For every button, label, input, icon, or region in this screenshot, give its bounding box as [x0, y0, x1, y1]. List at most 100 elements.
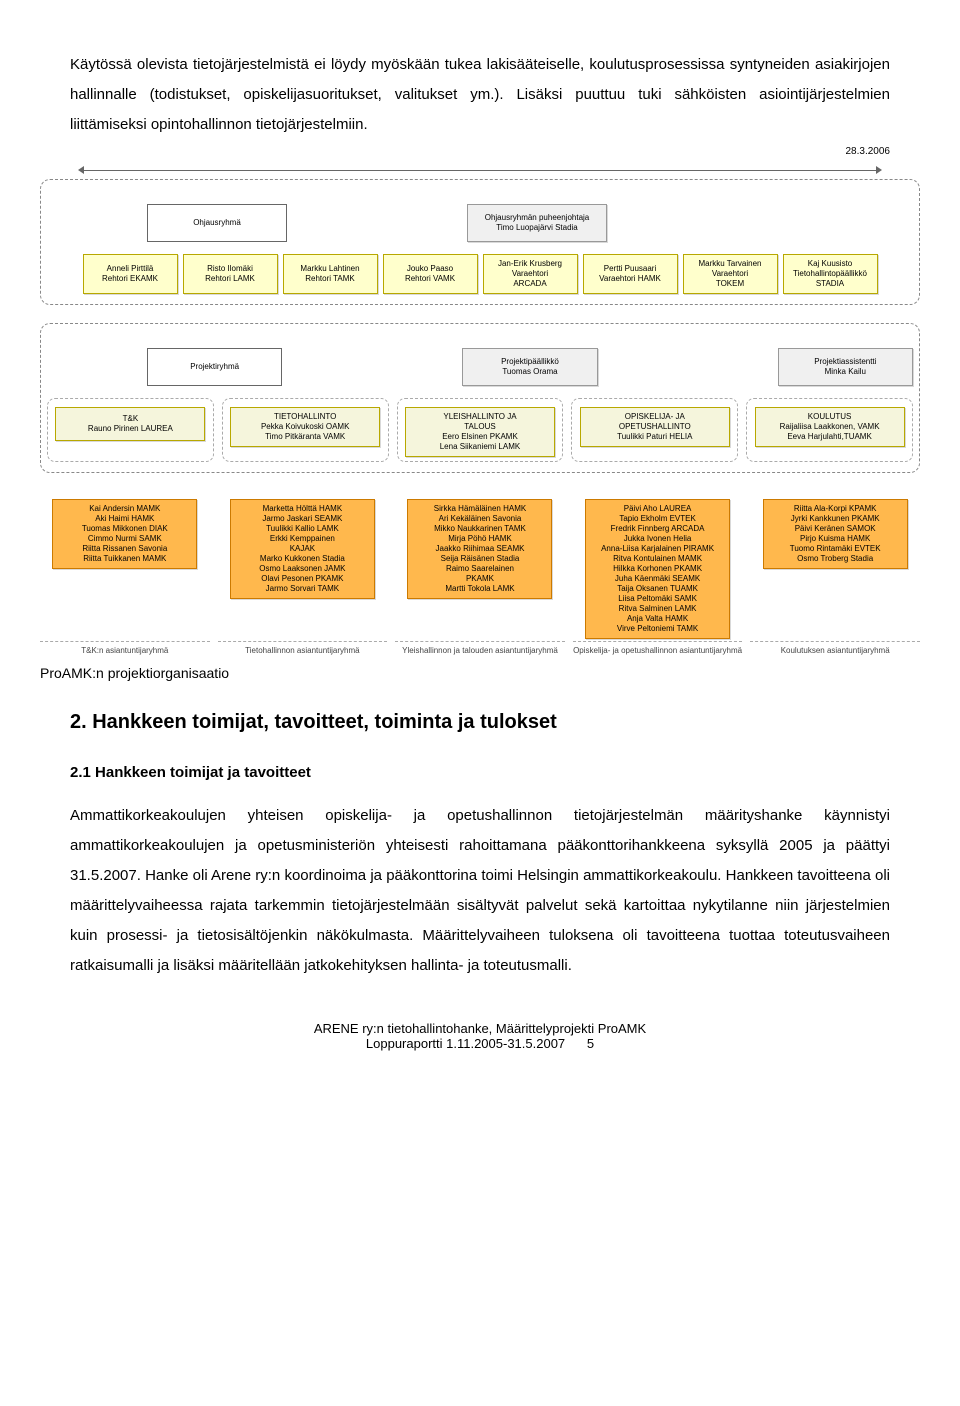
expert-line: Jyrki Kankkunen PKAMK: [767, 514, 904, 524]
steering-line: STADIA: [787, 279, 874, 289]
expert-line: Seija Räisänen Stadia: [411, 554, 548, 564]
expert-line: Tuomo Rintamäki EVTEK: [767, 544, 904, 554]
steering-line: Markku Tarvainen: [687, 259, 774, 269]
expert-line: Ritva Salminen LAMK: [589, 604, 726, 614]
steering-line: ARCADA: [487, 279, 574, 289]
steering-line: Rehtori TAMK: [287, 274, 374, 284]
expert-box: Sirkka Hämäläinen HAMKAri Kekäläinen Sav…: [407, 499, 552, 599]
expert-line: Osmo Laaksonen JAMK: [234, 564, 371, 574]
subgroup-col: KOULUTUSRaijaliisa Laakkonen, VAMKEeva H…: [746, 398, 913, 462]
expert-row: Kai Andersin MAMKAki Haimi HAMKTuomas Mi…: [40, 491, 920, 643]
expert-line: KAJAK: [234, 544, 371, 554]
steering-line: Varaehtori HAMK: [587, 274, 674, 284]
subgroup-row: T&KRauno Pirinen LAUREA TIETOHALLINTOPekk…: [47, 398, 913, 462]
expert-line: Kai Andersin MAMK: [56, 504, 193, 514]
expert-box: Kai Andersin MAMKAki Haimi HAMKTuomas Mi…: [52, 499, 197, 569]
steering-line: Rehtori LAMK: [187, 274, 274, 284]
expert-line: Jarmo Sorvari TAMK: [234, 584, 371, 594]
expert-line: Riitta Ala-Korpi KPAMK: [767, 504, 904, 514]
expert-box: Marketta Hölttä HAMKJarmo Jaskari SEAMKT…: [230, 499, 375, 599]
pm-l2: Tuomas Orama: [466, 367, 593, 377]
expert-col: Sirkka Hämäläinen HAMKAri Kekäläinen Sav…: [395, 491, 565, 643]
section-2-1-title: 2.1 Hankkeen toimijat ja tavoitteet: [70, 764, 890, 781]
subgroup-line: TALOUS: [409, 422, 551, 432]
subgroup-col: TIETOHALLINTOPekka Koivukoski OAMKTimo P…: [222, 398, 389, 462]
steering-node: Markku LahtinenRehtori TAMK: [283, 254, 378, 294]
ohjausryhma-label-box: Ohjausryhmä: [147, 204, 287, 242]
expert-line: Marko Kukkonen Stadia: [234, 554, 371, 564]
expert-line: Taija Oksanen TUAMK: [589, 584, 726, 594]
expert-line: Ritva Kontulainen MAMK: [589, 554, 726, 564]
subgroup-line: TIETOHALLINTO: [234, 412, 376, 422]
steering-line: Rehtori EKAMK: [87, 274, 174, 284]
steering-line: Anneli Pirttilä: [87, 264, 174, 274]
expert-line: PKAMK: [411, 574, 548, 584]
project-group: Projektiryhmä Projektipäällikkö Tuomas O…: [40, 323, 920, 473]
expert-line: Virve Peltoniemi TAMK: [589, 624, 726, 634]
expert-group-label: Opiskelija- ja opetushallinnon asiantunt…: [573, 641, 743, 655]
subgroup-line: Pekka Koivukoski OAMK: [234, 422, 376, 432]
expert-group-label: Koulutuksen asiantuntijaryhmä: [750, 641, 920, 655]
pm-node: Projektipäällikkö Tuomas Orama: [462, 348, 597, 386]
ohjausryhma-label: Ohjausryhmä: [151, 218, 283, 228]
pa-node: Projektiassistentti Minka Kailu: [778, 348, 913, 386]
expert-line: Olavi Pesonen PKAMK: [234, 574, 371, 584]
expert-group-label: T&K:n asiantuntijaryhmä: [40, 641, 210, 655]
pa-l1: Projektiassistentti: [782, 357, 909, 367]
subgroup-head: TIETOHALLINTOPekka Koivukoski OAMKTimo P…: [230, 407, 380, 447]
steering-line: Tietohallintopäällikkö: [787, 269, 874, 279]
steering-node: Markku TarvainenVaraehtoriTOKEM: [683, 254, 778, 294]
expert-line: Päivi Aho LAUREA: [589, 504, 726, 514]
steering-line: Risto Ilomäki: [187, 264, 274, 274]
steering-line: Markku Lahtinen: [287, 264, 374, 274]
expert-line: Mirja Pöhö HAMK: [411, 534, 548, 544]
steering-group: Ohjausryhmä Ohjausryhmän puheenjohtaja T…: [40, 179, 920, 305]
subgroup-line: T&K: [59, 414, 201, 424]
expert-line: Tuulikki Kallio LAMK: [234, 524, 371, 534]
footer-page: 5: [587, 1036, 594, 1051]
projektiryhma-label: Projektiryhmä: [151, 362, 278, 372]
expert-col: Kai Andersin MAMKAki Haimi HAMKTuomas Mi…: [40, 491, 210, 643]
steering-line: Varaehtori: [687, 269, 774, 279]
expert-line: Tuomas Mikkonen DIAK: [56, 524, 193, 534]
expert-line: Tapio Ekholm EVTEK: [589, 514, 726, 524]
subgroup-line: Eeva Harjulahti,TUAMK: [759, 432, 901, 442]
expert-line: Liisa Peltomäki SAMK: [589, 594, 726, 604]
subgroup-line: Timo Pitkäranta VAMK: [234, 432, 376, 442]
subgroup-line: KOULUTUS: [759, 412, 901, 422]
expert-col: Päivi Aho LAUREATapio Ekholm EVTEKFredri…: [573, 491, 743, 643]
steering-node: Kaj KuusistoTietohallintopäällikköSTADIA: [783, 254, 878, 294]
steering-line: Pertti Puusaari: [587, 264, 674, 274]
expert-line: Aki Haimi HAMK: [56, 514, 193, 524]
steering-node: Jan-Erik KrusbergVaraehtoriARCADA: [483, 254, 578, 294]
expert-line: Päivi Keränen SAMOK: [767, 524, 904, 534]
expert-line: Osmo Troberg Stadia: [767, 554, 904, 564]
subgroup-col: YLEISHALLINTO JATALOUSEero Elsinen PKAMK…: [397, 398, 564, 462]
expert-line: Jarmo Jaskari SEAMK: [234, 514, 371, 524]
expert-line: Jaakko Riihimaa SEAMK: [411, 544, 548, 554]
steering-line: Jouko Paaso: [387, 264, 474, 274]
subgroup-head: OPISKELIJA- JAOPETUSHALLINTOTuulikki Pat…: [580, 407, 730, 447]
page-footer: ARENE ry:n tietohallintohanke, Määrittel…: [70, 1021, 890, 1051]
chair-l1: Ohjausryhmän puheenjohtaja: [471, 213, 603, 223]
subgroup-line: OPISKELIJA- JA: [584, 412, 726, 422]
expert-line: Riitta Tuikkanen MAMK: [56, 554, 193, 564]
steering-line: TOKEM: [687, 279, 774, 289]
steering-line: Jan-Erik Krusberg: [487, 259, 574, 269]
expert-line: Cimmo Nurmi SAMK: [56, 534, 193, 544]
section-2-1-para: Ammattikorkeakoulujen yhteisen opiskelij…: [70, 801, 890, 981]
expert-group-label: Yleishallinnon ja talouden asiantuntijar…: [395, 641, 565, 655]
subgroup-line: OPETUSHALLINTO: [584, 422, 726, 432]
expert-box: Riitta Ala-Korpi KPAMKJyrki Kankkunen PK…: [763, 499, 908, 569]
subgroup-line: Rauno Pirinen LAUREA: [59, 424, 201, 434]
footer-l1: ARENE ry:n tietohallintohanke, Määrittel…: [70, 1021, 890, 1036]
expert-line: Anja Valta HAMK: [589, 614, 726, 624]
steering-line: Varaehtori: [487, 269, 574, 279]
subgroup-line: Eero Elsinen PKAMK: [409, 432, 551, 442]
expert-line: Anna-Liisa Karjalainen PIRAMK: [589, 544, 726, 554]
expert-line: Jukka Ivonen Helia: [589, 534, 726, 544]
projektiryhma-label-box: Projektiryhmä: [147, 348, 282, 386]
expert-labels: T&K:n asiantuntijaryhmäTietohallinnon as…: [40, 641, 920, 655]
expert-col: Marketta Hölttä HAMKJarmo Jaskari SEAMKT…: [218, 491, 388, 643]
subgroup-line: Tuulikki Paturi HELIA: [584, 432, 726, 442]
